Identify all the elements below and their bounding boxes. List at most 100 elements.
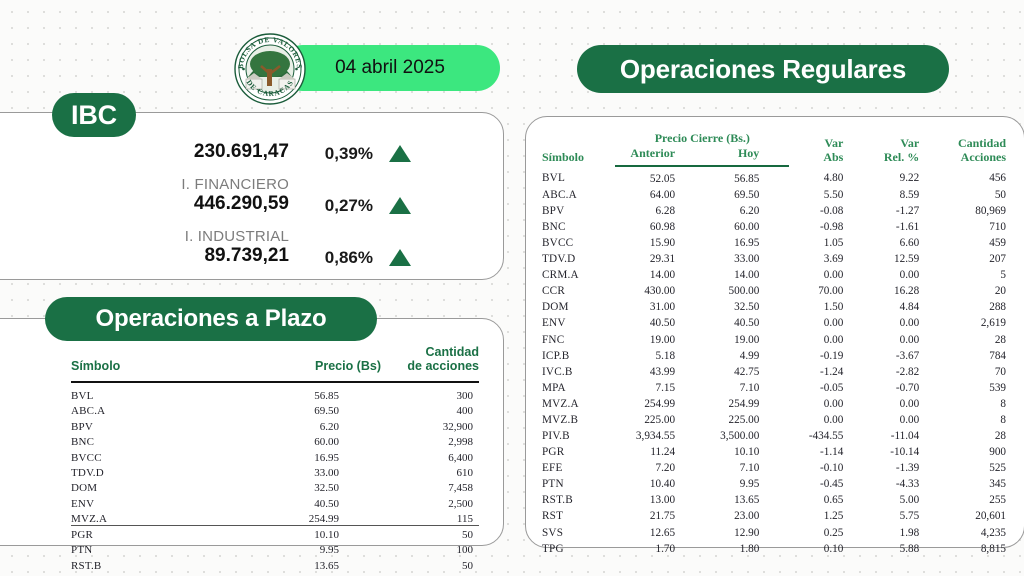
table-row: TDV.D 29.31 33.00 3.69 12.59 207: [542, 252, 1010, 268]
reg-cell-anterior: 254.99: [644, 397, 676, 410]
table-row: MPA 7.15 7.10 -0.05 -0.70 539: [542, 380, 1010, 396]
reg-cell-simbolo: BVL: [542, 172, 565, 185]
reg-cell-simbolo: PGR: [542, 446, 565, 459]
reg-cell-anterior: 43.99: [649, 365, 676, 378]
plazo-cell-precio: 6.20: [319, 420, 339, 433]
reg-cell-simbolo: SVS: [542, 526, 564, 539]
arrow-up-icon: [389, 196, 411, 214]
plazo-cell-precio: 60.00: [314, 436, 339, 449]
reg-cell-cantidad: 288: [989, 301, 1006, 314]
reg-cell-var_abs: 0.00: [823, 413, 844, 426]
reg-cell-var_rel: -3.67: [895, 349, 920, 362]
reg-cell-cantidad: 539: [989, 381, 1006, 394]
reg-cell-simbolo: TDV.D: [542, 253, 576, 266]
reg-cell-anterior: 10.40: [649, 478, 676, 491]
reg-cell-var_rel: -1.61: [895, 221, 920, 234]
reg-cell-var_abs: -0.98: [820, 221, 844, 234]
reg-cell-anterior: 12.65: [649, 526, 676, 539]
reg-cell-anterior: 60.98: [649, 221, 676, 234]
reg-cell-hoy: 16.95: [734, 237, 760, 250]
reg-cell-var_rel: -10.14: [890, 446, 920, 459]
reg-cell-simbolo: MVZ.B: [542, 413, 579, 426]
plazo-cell-simbolo: BVCC: [71, 451, 102, 464]
reg-cell-simbolo: ENV: [542, 317, 566, 330]
plazo-cell-simbolo: ENV: [71, 497, 95, 510]
ibc-badge: IBC: [52, 93, 136, 137]
ibc-financiero-left: I. FINANCIERO 446.290,59: [57, 176, 307, 216]
reg-cell-cantidad: 20,601: [975, 510, 1006, 523]
operaciones-plazo-panel: Símbolo Precio (Bs) Cantidad de acciones…: [0, 318, 504, 576]
plazo-cell-cantidad: 610: [456, 467, 474, 480]
table-row: BVL 52.05 56.85 4.80 9.22 456: [542, 166, 1010, 187]
reg-header-var-abs-line1: Var: [824, 136, 844, 150]
reg-cell-anterior: 40.50: [649, 317, 676, 330]
reg-cell-var_abs: -1.24: [820, 365, 844, 378]
ibc-financiero-pct: 0,27%: [324, 195, 373, 215]
regulares-table-body: BVL 52.05 56.85 4.80 9.22 456 ABC.A 64.00 69.50 5…: [542, 166, 1010, 557]
operaciones-plazo-badge-label: Operaciones a Plazo: [95, 305, 327, 332]
ibc-industrial-pct: 0,86%: [324, 247, 373, 267]
table-row: PTN 9.95 100: [71, 543, 479, 558]
table-row: PIV.B 3,934.55 3,500.00 -434.55 -11.04 28: [542, 428, 1010, 444]
plazo-header-cantidad: Cantidad de acciones: [381, 345, 479, 383]
reg-cell-cantidad: 28: [994, 333, 1006, 346]
table-row: DOM 32.50 7,458: [71, 481, 479, 496]
reg-header-var-abs: Var Abs: [789, 131, 865, 166]
table-row: MVZ.A 254.99 115: [71, 512, 479, 527]
ibc-financiero-label: I. FINANCIERO: [181, 175, 289, 193]
reg-cell-var_abs: 1.05: [823, 237, 844, 250]
ibc-row-industrial: I. INDUSTRIAL 89.739,21 0,86%: [57, 228, 477, 268]
reg-cell-cantidad: 456: [989, 172, 1006, 185]
ibc-general-value: 230.691,47: [193, 141, 289, 162]
reg-cell-var_rel: 8.59: [899, 188, 920, 201]
reg-cell-cantidad: 900: [989, 446, 1006, 459]
reg-cell-var_abs: -0.08: [820, 204, 844, 217]
ibc-industrial-label: I. INDUSTRIAL: [184, 227, 289, 245]
reg-cell-simbolo: PTN: [542, 478, 564, 491]
reg-cell-hoy: 7.10: [739, 462, 760, 475]
reg-cell-var_abs: -0.45: [820, 478, 844, 491]
reg-cell-anterior: 11.24: [650, 446, 676, 459]
reg-cell-hoy: 19.00: [734, 333, 760, 346]
reg-header-var-abs-line2: Abs: [823, 150, 844, 165]
reg-cell-hoy: 225.00: [728, 413, 760, 426]
reg-cell-cantidad: 50: [994, 188, 1006, 201]
reg-cell-anterior: 21.75: [649, 510, 676, 523]
plazo-cell-precio: 32.50: [314, 482, 339, 495]
reg-cell-cantidad: 784: [989, 349, 1006, 362]
reg-cell-var_rel: -4.33: [895, 478, 920, 491]
operaciones-plazo-table: Símbolo Precio (Bs) Cantidad de acciones…: [71, 345, 479, 576]
plazo-cell-cantidad: 115: [456, 513, 473, 526]
plazo-cell-simbolo: PTN: [71, 544, 93, 557]
reg-cell-cantidad: 5: [1000, 269, 1006, 282]
plazo-cell-cantidad: 2,998: [448, 436, 473, 449]
reg-header-var-rel: Var Rel. %: [865, 131, 935, 166]
reg-cell-anterior: 5.18: [655, 349, 676, 362]
plazo-cell-precio: 13.65: [314, 559, 339, 572]
reg-cell-anterior: 14.00: [649, 269, 676, 282]
plazo-cell-simbolo: BPV: [71, 420, 93, 433]
table-row: CCR 430.00 500.00 70.00 16.28 20: [542, 284, 1010, 300]
table-row: PGR 11.24 10.10 -1.14 -10.14 900: [542, 445, 1010, 461]
reg-cell-var_rel: 1.98: [899, 526, 920, 539]
reg-header-precio-cierre: Precio Cierre (Bs.): [654, 131, 750, 145]
reg-cell-var_abs: 4.80: [823, 172, 844, 185]
ibc-general-left: 230.691,47: [57, 141, 307, 164]
reg-cell-hoy: 3,500.00: [720, 430, 760, 443]
reg-cell-simbolo: PIV.B: [542, 430, 570, 443]
arrow-up-icon: [389, 248, 411, 266]
reg-cell-anterior: 52.05: [649, 172, 676, 185]
plazo-header-cantidad-line1: Cantidad: [425, 345, 479, 359]
table-row: BVCC 16.95 6,400: [71, 450, 479, 465]
table-row: FNC 19.00 19.00 0.00 0.00 28: [542, 332, 1010, 348]
plazo-cell-precio: 40.50: [314, 497, 339, 510]
table-row: SVS 12.65 12.90 0.25 1.98 4,235: [542, 525, 1010, 541]
reg-cell-var_abs: -0.10: [820, 462, 844, 475]
reg-cell-var_rel: 0.00: [899, 269, 920, 282]
table-row: EFE 7.20 7.10 -0.10 -1.39 525: [542, 461, 1010, 477]
reg-header-cantidad: Cantidad Acciones: [935, 131, 1010, 166]
reg-cell-simbolo: CRM.A: [542, 269, 579, 282]
plazo-cell-precio: 254.99: [308, 513, 339, 526]
reg-cell-cantidad: 345: [989, 478, 1006, 491]
reg-cell-anterior: 3,934.55: [635, 430, 676, 443]
